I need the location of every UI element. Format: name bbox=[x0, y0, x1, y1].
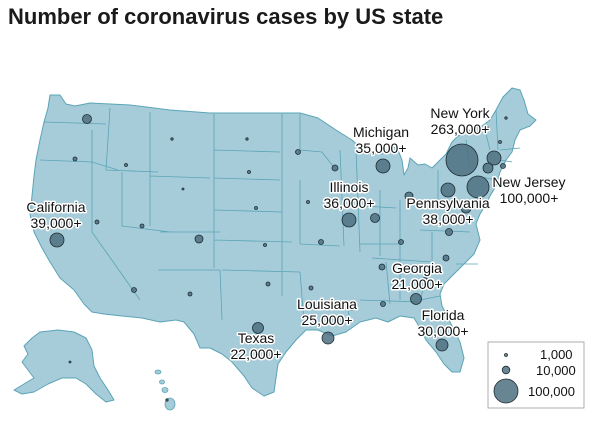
alabama-bubble bbox=[380, 301, 386, 307]
label-florida-value: 30,000+ bbox=[418, 323, 469, 339]
texas-bubble bbox=[252, 322, 264, 334]
arizona-bubble bbox=[131, 287, 137, 293]
state-borders bbox=[39, 107, 521, 323]
missouri-bubble bbox=[318, 239, 324, 245]
michigan-bubble bbox=[375, 158, 391, 174]
legend-symbol-2 bbox=[501, 365, 511, 375]
pennsylvania-bubble bbox=[440, 182, 456, 198]
label-california-value: 39,000+ bbox=[31, 215, 82, 231]
kansas-bubble bbox=[263, 243, 267, 247]
label-new-jersey: New Jersey 100,000+ bbox=[492, 174, 565, 206]
size-legend: 1,000 10,000 100,000 bbox=[487, 341, 585, 409]
label-new-jersey-value: 100,000+ bbox=[500, 190, 559, 206]
label-michigan-value: 35,000+ bbox=[356, 140, 407, 156]
label-new-york-value: 263,000+ bbox=[431, 121, 490, 137]
florida-bubble bbox=[435, 338, 449, 352]
label-georgia-state: Georgia bbox=[392, 260, 442, 276]
label-pennsylvania: Pennsylvania 38,000+ bbox=[406, 195, 489, 227]
new-mexico-bubble bbox=[187, 291, 193, 297]
label-pennsylvania-value: 38,000+ bbox=[423, 211, 474, 227]
south-dakota-bubble bbox=[247, 170, 251, 174]
us-land bbox=[13, 87, 537, 411]
new-jersey-bubble bbox=[466, 175, 490, 199]
idaho-bubble bbox=[124, 163, 128, 167]
label-florida-state: Florida bbox=[422, 307, 465, 323]
label-michigan-state: Michigan bbox=[353, 124, 409, 140]
kentucky-bubble bbox=[398, 239, 404, 245]
label-illinois-value: 36,000+ bbox=[324, 195, 375, 211]
label-florida: Florida 30,000+ bbox=[418, 307, 469, 339]
wyoming-bubble bbox=[181, 187, 185, 191]
hawaii-bubble bbox=[165, 398, 169, 402]
label-michigan: Michigan 35,000+ bbox=[353, 124, 409, 156]
connecticut-bubble bbox=[482, 162, 494, 174]
tennessee-bubble bbox=[378, 263, 386, 271]
west-virginia-bubble bbox=[430, 220, 434, 224]
hawaii-shape bbox=[154, 369, 176, 411]
arkansas-bubble bbox=[308, 285, 314, 291]
montana-bubble bbox=[170, 137, 174, 141]
maine-bubble bbox=[504, 116, 508, 120]
iowa-bubble bbox=[306, 200, 310, 204]
label-pennsylvania-state: Pennsylvania bbox=[406, 195, 489, 211]
colorado-bubble bbox=[194, 234, 204, 244]
label-new-york-state: New York bbox=[430, 105, 490, 121]
legend-symbol-3 bbox=[493, 378, 519, 404]
case-bubbles bbox=[49, 114, 508, 402]
south-carolina-bubble bbox=[422, 277, 428, 283]
alaska-shape bbox=[13, 329, 115, 403]
louisiana-bubble bbox=[321, 331, 335, 345]
new-york-bubble bbox=[445, 143, 479, 177]
label-louisiana-value: 25,000+ bbox=[302, 312, 353, 328]
minnesota-bubble bbox=[295, 149, 301, 155]
legend-label-2: 10,000 bbox=[536, 363, 576, 378]
nebraska-bubble bbox=[254, 206, 258, 210]
illinois-bubble bbox=[341, 212, 357, 228]
georgia-bubble bbox=[410, 293, 422, 305]
north-carolina-bubble bbox=[442, 254, 450, 262]
label-california-state: California bbox=[26, 199, 85, 215]
ohio-bubble bbox=[404, 191, 414, 201]
label-texas: Texas 22,000+ bbox=[231, 330, 282, 362]
label-texas-value: 22,000+ bbox=[231, 346, 282, 362]
map-title: Number of coronavirus cases by US state bbox=[8, 4, 444, 29]
oregon-bubble bbox=[72, 156, 78, 162]
massachusetts-bubble bbox=[486, 150, 502, 166]
wisconsin-bubble bbox=[331, 164, 339, 172]
label-new-jersey-state: New Jersey bbox=[492, 174, 565, 190]
state-labels: New York 263,000+ New Jersey 100,000+ Michig… bbox=[25, 104, 567, 364]
vermont-bubble bbox=[486, 126, 490, 130]
indiana-bubble bbox=[370, 213, 380, 223]
california-bubble bbox=[49, 232, 65, 248]
alaska-bubble bbox=[68, 360, 72, 364]
utah-bubble bbox=[139, 223, 145, 229]
label-louisiana-state: Louisiana bbox=[297, 296, 357, 312]
label-california: California 39,000+ bbox=[26, 199, 85, 231]
label-illinois: Illinois 36,000+ bbox=[324, 179, 375, 211]
virginia-bubble bbox=[445, 228, 453, 236]
legend-label-3: 100,000 bbox=[528, 384, 575, 399]
legend-label-1: 1,000 bbox=[540, 347, 573, 362]
washington-bubble bbox=[82, 114, 92, 124]
label-georgia-value: 21,000+ bbox=[392, 276, 443, 292]
label-new-york: New York 263,000+ bbox=[430, 105, 490, 137]
oklahoma-bubble bbox=[265, 281, 271, 287]
rhode-island-bubble bbox=[500, 163, 506, 169]
north-dakota-bubble bbox=[245, 137, 249, 141]
label-georgia: Georgia 21,000+ bbox=[392, 260, 443, 292]
label-illinois-state: Illinois bbox=[330, 179, 369, 195]
label-texas-state: Texas bbox=[238, 330, 275, 346]
mississippi-bubble bbox=[349, 305, 355, 311]
label-louisiana: Louisiana 25,000+ bbox=[297, 296, 357, 328]
legend-symbol-1 bbox=[504, 353, 508, 357]
nevada-bubble bbox=[94, 219, 100, 225]
maryland-bubble bbox=[460, 202, 472, 214]
new-hampshire-bubble bbox=[498, 140, 502, 144]
delaware-bubble bbox=[483, 201, 489, 207]
